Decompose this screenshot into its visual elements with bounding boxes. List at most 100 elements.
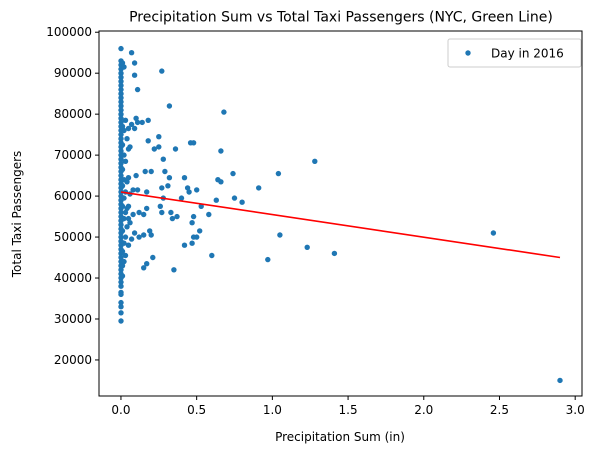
data-point (125, 125, 132, 132)
data-point (181, 242, 188, 248)
data-point (118, 267, 124, 273)
data-point (209, 252, 215, 259)
data-point (121, 127, 127, 134)
data-point (121, 195, 127, 201)
data-point (181, 175, 188, 181)
data-point (141, 232, 147, 238)
y-tick-label: 90000 (54, 66, 92, 80)
data-point (184, 185, 191, 191)
data-point (213, 197, 219, 203)
data-point (134, 187, 141, 193)
data-point (124, 224, 130, 230)
data-point (178, 195, 185, 201)
x-axis-label: Precipitation Sum (in) (275, 430, 405, 444)
data-point (121, 215, 127, 222)
data-point (150, 254, 156, 261)
data-point (134, 86, 141, 93)
data-point (190, 140, 197, 146)
data-point (125, 203, 132, 209)
data-point (125, 242, 132, 248)
data-point (118, 283, 124, 289)
y-tick-label: 40000 (54, 271, 92, 285)
y-tick-label: 50000 (54, 230, 92, 244)
chart-title: Precipitation Sum vs Total Taxi Passenge… (129, 10, 553, 26)
data-point (127, 144, 133, 150)
data-point (145, 138, 151, 144)
data-point (131, 60, 138, 66)
data-point (174, 213, 180, 220)
data-point (239, 199, 245, 205)
y-axis: 20000 30000 40000 50000 60000 70000 80000 90000… (46, 25, 99, 367)
data-point (122, 158, 129, 164)
data-point (119, 273, 126, 279)
data-point (119, 228, 126, 234)
data-point (118, 234, 124, 240)
legend: Day in 2016 (447, 38, 582, 68)
data-point (119, 248, 126, 255)
data-point (121, 152, 127, 158)
data-point (121, 64, 127, 70)
data-point (118, 136, 124, 142)
data-point (157, 203, 163, 209)
data-point (131, 125, 138, 132)
data-point (118, 74, 124, 81)
data-point (119, 142, 126, 148)
data-point (130, 187, 136, 193)
data-point (136, 234, 142, 240)
data-point (131, 72, 138, 78)
data-point (197, 228, 203, 234)
data-point (171, 267, 177, 273)
data-point (231, 195, 238, 201)
y-axis-label: Total Taxi Passengers (10, 151, 24, 279)
data-point (118, 318, 124, 324)
data-point (118, 78, 124, 85)
data-point (121, 240, 127, 246)
data-point (172, 146, 179, 152)
data-point (148, 232, 154, 238)
data-point (118, 91, 124, 97)
data-point (277, 232, 283, 238)
data-point (206, 211, 212, 218)
legend-label: Day in 2016 (491, 47, 564, 61)
x-axis: 0.0 0.5 1.0 1.5 2.0 2.5 3.0 (111, 396, 585, 417)
data-point (128, 236, 135, 242)
trend-line (120, 191, 561, 259)
data-point (144, 189, 150, 195)
data-point (139, 119, 145, 126)
data-point (118, 45, 124, 52)
data-point (165, 183, 171, 189)
data-point (304, 244, 310, 250)
data-point (159, 209, 165, 216)
data-point (275, 170, 282, 177)
data-point (122, 252, 129, 259)
data-point (124, 179, 130, 185)
data-point (194, 187, 200, 193)
x-tick-label: 1.5 (339, 403, 358, 417)
data-point (147, 228, 153, 234)
data-point (145, 117, 151, 124)
data-point (166, 175, 173, 181)
data-point (118, 160, 124, 166)
data-point (124, 136, 130, 142)
y-tick-label: 60000 (54, 189, 92, 203)
data-point (151, 146, 157, 152)
y-tick-label: 20000 (54, 353, 92, 367)
data-point (133, 172, 139, 179)
y-tick-label: 30000 (54, 312, 92, 326)
data-point (118, 254, 124, 261)
data-point (118, 95, 124, 101)
data-point (118, 82, 124, 89)
data-point (169, 215, 176, 222)
plot-area (118, 45, 563, 384)
data-point (122, 117, 129, 124)
legend-marker (465, 50, 471, 56)
x-tick-label: 3.0 (566, 403, 585, 417)
data-point (156, 134, 162, 140)
data-point (118, 172, 124, 179)
data-point (156, 144, 162, 150)
data-point (118, 291, 124, 298)
data-point (118, 299, 124, 306)
data-point (121, 258, 127, 265)
